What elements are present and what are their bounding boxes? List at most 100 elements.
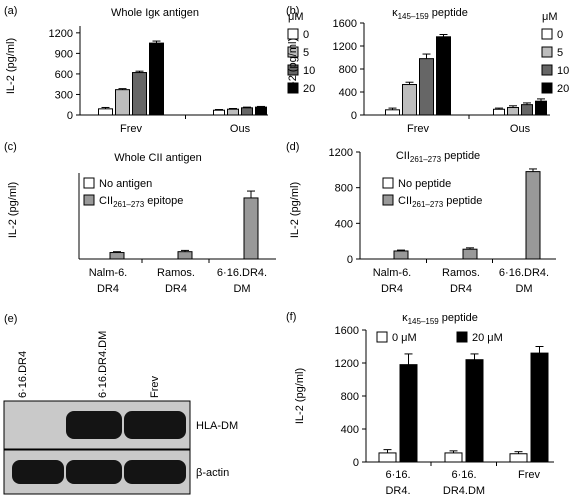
bar [241,107,253,116]
x-tick-label: Nalm-6. [373,267,412,279]
y-tick-label: 800 [339,64,357,76]
x-tick-label: DM [515,283,532,295]
legend-label: No antigen [99,178,152,190]
legend-label: 10 [303,65,315,77]
chart-a: (a) Whole Igκ antigen IL-2 (pg/ml) 0 300 600 9… [4,5,315,135]
x-tick-label: Nalm-6. [89,267,128,279]
legend-label: 5 [557,47,563,59]
legend-label: 20 [557,83,569,95]
bar [385,109,400,116]
legend-swatch [287,28,299,40]
bar [493,108,505,116]
legend-label: 0 [557,29,563,41]
bar [419,58,434,116]
bar [255,106,267,116]
x-tick-label: Frev [407,123,430,135]
chart-title: CII261–273 peptide [396,150,480,164]
y-tick-label: 0 [67,110,73,122]
x-tick-label: 6·16.DR4. [499,267,549,279]
x-tick-label: Ramos. [157,267,195,279]
bar [393,250,409,260]
y-axis-label: IL-2 (pg/ml) [287,38,299,94]
bar [525,171,541,260]
legend-swatch [287,64,299,76]
bar [462,248,478,260]
legend-label: 10 [557,65,569,77]
x-tick-label: 6·16. [385,469,410,481]
bar [399,364,418,463]
bar [227,108,239,116]
legend-title: μM [542,11,558,23]
y-tick-label: 800 [335,183,353,195]
bar [530,352,549,463]
legend-swatch [83,177,95,189]
bar [535,100,547,116]
y-tick-label: 400 [341,424,359,436]
bar [521,104,533,116]
legend-label: 0 μM [392,332,417,344]
y-tick-label: 0 [353,457,359,469]
bar [507,107,519,116]
y-tick-label: 800 [341,391,359,403]
panel-label: (d) [286,141,299,153]
x-tick-label: DR4. [385,485,410,497]
legend-label: CII261–273 epitope [99,195,183,209]
bar [213,109,225,116]
panel-label: (e) [4,313,17,325]
x-tick-label: 6·16. [451,469,476,481]
chart-title: Whole Igκ antigen [111,7,199,19]
chart-c: (c) Whole CII antigen IL-2 (pg/ml) Nalm-6. D… [4,141,276,295]
x-tick-label: DR4 [97,283,119,295]
lane-label: Frev [149,376,161,399]
legend-swatch [83,194,95,206]
x-tick-label: DM [233,283,250,295]
blot-band [124,411,186,439]
legend-swatch [541,28,553,40]
legend-title: μM [288,11,304,23]
chart-f: (f) κ145–159 peptide IL-2 (pg/ml) 0 400 800 12… [286,311,554,497]
bar [115,89,130,116]
x-tick-label: Frev [120,123,143,135]
bar [436,36,451,116]
bar [444,452,463,463]
blot-band [12,460,64,484]
bar [177,251,193,260]
x-tick-label: DR4.DM [443,485,485,497]
panel-label: (c) [4,141,17,153]
blot-label: β-actin [196,467,229,479]
y-tick-label: 900 [55,48,73,60]
x-tick-label: Ous [230,123,251,135]
y-tick-label: 1200 [49,28,73,40]
chart-d: (d) CII261–273 peptide IL-2 (pg/ml) 0 400 800… [286,141,556,295]
legend-swatch [287,46,299,58]
chart-title: κ145–159 peptide [392,7,468,21]
lane-label: 6·16.DR4 [17,351,29,398]
y-axis-label: IL-2 (pg/ml) [294,368,306,424]
y-axis-label: IL-2 (pg/ml) [289,182,301,238]
legend-label: 20 [303,83,315,95]
legend-swatch [382,194,394,206]
legend-swatch [541,46,553,58]
y-tick-label: 1200 [329,147,353,159]
bar [465,359,484,463]
legend-label: No peptide [398,178,451,190]
bar [509,453,528,463]
panel-label: (f) [286,311,296,323]
chart-title: Whole CII antigen [114,152,201,164]
western-blot: (e) 6·16.DR4 6·16.DR4.DM Frev HLA-DM β-actin [3,313,238,495]
y-axis-label: IL-2 (pg/ml) [7,182,19,238]
bar [149,42,164,116]
y-tick-label: 0 [351,110,357,122]
panel-label: (b) [286,5,299,17]
legend-label: 20 μM [472,332,503,344]
x-tick-label: DR4 [450,283,472,295]
legend-swatch [287,82,299,94]
y-tick-label: 1600 [335,325,359,337]
bar [98,108,113,116]
chart-b: (b) κ145–159 peptide IL-2 (pg/ml) 0 400 800 12… [286,5,569,135]
legend-swatch [541,82,553,94]
x-tick-label: Ous [510,123,531,135]
y-tick-label: 1200 [333,41,357,53]
x-tick-label: Ramos. [442,267,480,279]
